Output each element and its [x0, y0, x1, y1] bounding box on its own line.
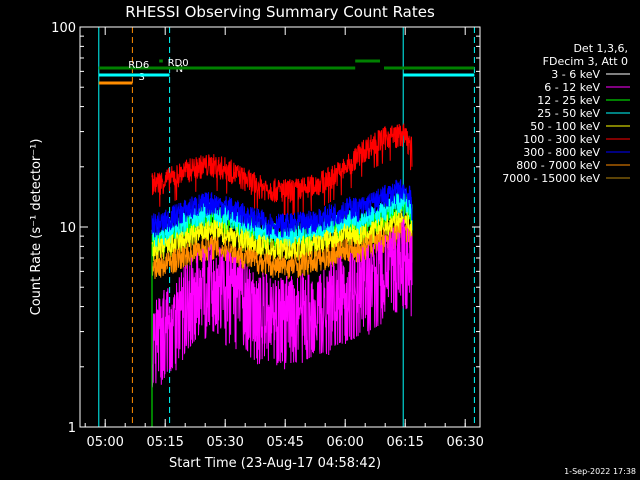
series-5: [151, 123, 413, 216]
legend-entry-0: 3 - 6 keV: [551, 68, 600, 81]
legend-entry-3: 25 - 50 keV: [537, 107, 600, 120]
y-tick-label-0: 1: [68, 421, 76, 436]
x-tick-label-2: 05:30: [206, 435, 243, 450]
y-tick-label-2: 100: [51, 21, 76, 36]
flag-bars: SNRD0RD6: [98, 58, 475, 85]
x-axis-label: Start Time (23-Aug-17 04:58:42): [169, 456, 381, 471]
x-tick-label-4: 06:00: [326, 435, 363, 450]
x-tick-label-3: 05:45: [266, 435, 303, 450]
legend-entry-5: 100 - 300 keV: [523, 133, 600, 146]
data-series: [151, 123, 413, 427]
legend-header-0: Det 1,3,6,: [573, 42, 628, 55]
chart-title: RHESSI Observing Summary Count Rates: [125, 3, 435, 21]
flag-label-RD0: RD0: [168, 58, 189, 69]
legend-entry-6: 300 - 800 keV: [523, 146, 600, 159]
legend-entry-8: 7000 - 15000 keV: [502, 172, 600, 185]
y-axis-label: Count Rate (s⁻¹ detector⁻¹): [29, 139, 44, 316]
x-tick-label-6: 06:30: [446, 435, 483, 450]
legend-header-1: FDecim 3, Att 0: [543, 55, 628, 68]
flag-label-RD6: RD6: [128, 60, 149, 71]
x-tick-label-1: 05:15: [146, 435, 183, 450]
series-1: [151, 218, 413, 388]
legend-entry-2: 12 - 25 keV: [537, 94, 600, 107]
x-axis-ticks: 05:00 05:15 05:30 05:45 06:00 06:15 06:30: [84, 27, 484, 450]
legend-entry-4: 50 - 100 keV: [530, 120, 600, 133]
footer-date: 1-Sep-2022 17:38: [564, 467, 636, 476]
series-6: [151, 179, 413, 238]
y-axis-ticks: 1 10 100: [51, 21, 480, 436]
y-tick-label-1: 10: [59, 221, 76, 236]
legend-entry-1: 6 - 12 keV: [544, 81, 600, 94]
flag-label-S: S: [138, 72, 144, 83]
x-tick-label-5: 06:15: [386, 435, 423, 450]
x-tick-label-0: 05:00: [86, 435, 123, 450]
legend-entry-7: 800 - 7000 keV: [516, 159, 600, 172]
